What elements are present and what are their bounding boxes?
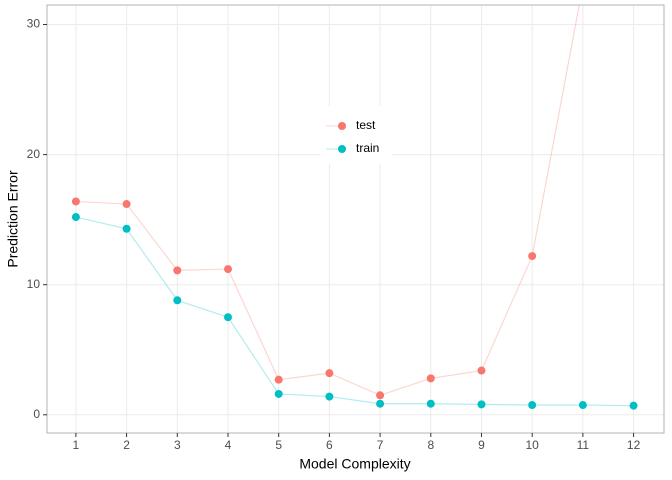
x-tick-label: 3	[174, 438, 181, 452]
x-tick-label: 6	[326, 438, 333, 452]
x-tick-label: 5	[275, 438, 282, 452]
y-tick-label: 10	[27, 277, 41, 291]
data-point	[71, 213, 80, 222]
data-point	[274, 389, 283, 398]
data-point	[629, 401, 638, 410]
x-tick-label: 10	[526, 438, 540, 452]
data-point	[173, 266, 182, 275]
data-point	[122, 224, 131, 233]
plot-marks	[71, 5, 638, 410]
data-point	[173, 296, 182, 305]
data-point	[528, 252, 537, 261]
data-point	[376, 399, 385, 408]
data-point	[325, 392, 334, 401]
x-axis-title: Model Complexity	[299, 456, 410, 472]
x-tick-label: 2	[123, 438, 130, 452]
x-tick-label: 8	[427, 438, 434, 452]
data-point	[528, 401, 537, 410]
panel-border	[46, 4, 665, 434]
y-tick-label: 20	[27, 147, 41, 161]
data-point	[274, 375, 283, 384]
grid	[47, 5, 664, 433]
x-tick-label: 4	[225, 438, 232, 452]
legend-label: test	[356, 118, 376, 132]
series-line	[75, 216, 634, 407]
data-point	[325, 369, 334, 378]
data-point	[477, 366, 486, 375]
y-axis-title: Prediction Error	[5, 170, 21, 268]
x-tick-label: 9	[478, 438, 485, 452]
y-tick-label: 30	[27, 17, 41, 31]
legend: test train	[320, 106, 392, 164]
legend-background	[320, 106, 392, 164]
x-tick-label: 7	[377, 438, 384, 452]
data-point	[71, 197, 80, 206]
data-point	[122, 200, 131, 209]
y-tick-label: 0	[33, 407, 40, 421]
data-point	[578, 401, 587, 410]
legend-label: train	[356, 141, 379, 155]
x-tick-label: 12	[627, 438, 641, 452]
data-point	[426, 399, 435, 408]
x-tick-label: 11	[577, 438, 590, 452]
legend-key	[338, 122, 346, 130]
data-point	[376, 391, 385, 400]
legend-key	[338, 145, 346, 153]
x-tick-label: 1	[73, 438, 80, 452]
data-point	[223, 313, 232, 322]
data-point	[426, 374, 435, 383]
data-point	[223, 265, 232, 274]
data-point	[477, 400, 486, 409]
